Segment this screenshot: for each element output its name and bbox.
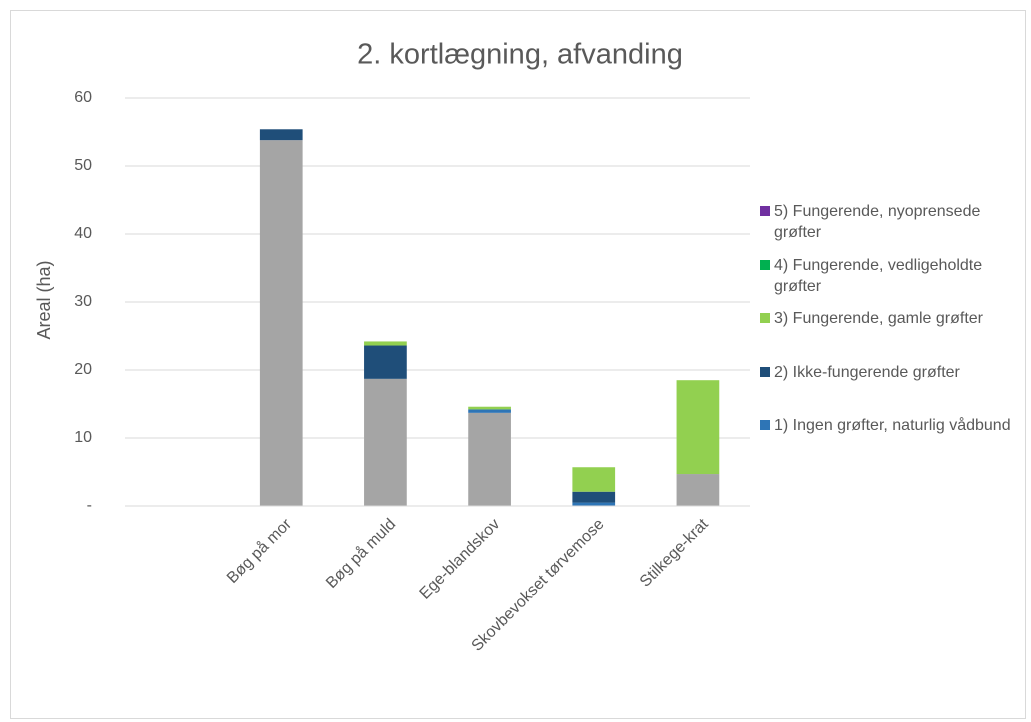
legend-swatch <box>760 259 770 270</box>
legend-label: 3) Fungerende, gamle grøfter <box>774 310 983 327</box>
bar-segment <box>259 129 303 141</box>
y-tick-label: 20 <box>74 361 92 378</box>
chart-title: 2. kortlægning, afvanding <box>357 39 683 71</box>
y-tick-label: 50 <box>74 157 92 174</box>
x-tick-label: Stilkege-krat <box>637 515 712 590</box>
legend-swatch <box>760 206 770 216</box>
x-tick-label: Ege-blandskov <box>417 516 504 603</box>
bar-segment <box>572 502 616 506</box>
x-tick-label: Bøg på mor <box>223 515 295 587</box>
bar-segment <box>676 380 720 475</box>
legend-item: 2) Ikke-fungerende grøfter <box>760 362 1026 383</box>
legend-label: 1) Ingen grøfter, naturlig vådbund <box>774 417 1011 434</box>
x-tick-label: Bøg på muld <box>322 515 399 592</box>
bar-segment <box>676 474 720 506</box>
y-tick-label: - <box>87 497 92 514</box>
legend-label: 4) Fungerende, vedligeholdte grøfter <box>774 256 983 295</box>
bar-segment <box>259 140 303 506</box>
bar-segment <box>364 341 407 346</box>
y-tick-label: 40 <box>74 225 92 242</box>
legend-item: 4) Fungerende, vedligeholdte grøfter <box>760 255 1026 297</box>
bar-segment <box>572 491 616 503</box>
legend-swatch <box>760 420 770 430</box>
chart-border <box>10 10 1026 719</box>
legend-item: 1) Ingen grøfter, naturlig vådbund <box>760 415 1026 436</box>
legend-swatch <box>760 366 770 377</box>
legend-item: 3) Fungerende, gamle grøfter <box>760 308 1026 329</box>
legend-item: 5) Fungerende, nyoprensede grøfter <box>760 201 1026 243</box>
y-axis-title: Areal (ha) <box>34 260 54 339</box>
bar-segment <box>572 467 616 492</box>
y-tick-label: 60 <box>74 89 92 106</box>
legend-label: 2) Ikke-fungerende grøfter <box>774 363 960 381</box>
legend-label: 5) Fungerende, nyoprensede grøfter <box>774 203 981 241</box>
y-tick-label: 30 <box>74 293 92 310</box>
bar-segment <box>468 409 511 413</box>
bar-segment <box>364 378 407 506</box>
legend-swatch <box>760 313 770 323</box>
y-tick-label: 10 <box>74 429 92 446</box>
bar-segment <box>468 406 511 410</box>
bar-segment <box>364 345 407 379</box>
bar-segment <box>468 412 511 506</box>
